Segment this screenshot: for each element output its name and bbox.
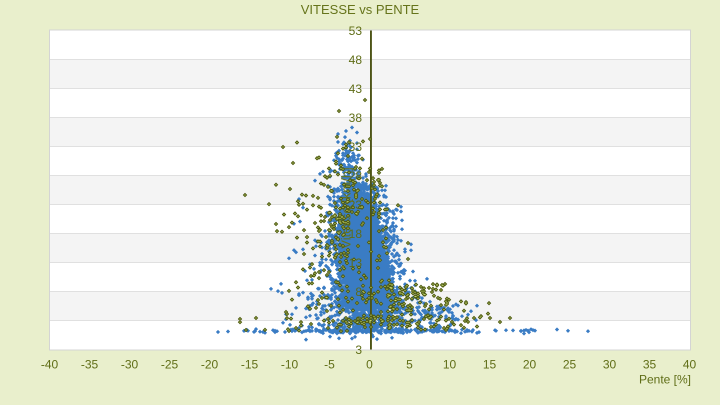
svg-text:-15: -15 bbox=[241, 358, 259, 372]
svg-text:-30: -30 bbox=[121, 358, 139, 372]
svg-text:35: 35 bbox=[643, 358, 657, 372]
svg-text:33: 33 bbox=[349, 140, 363, 154]
svg-text:53: 53 bbox=[349, 24, 363, 38]
svg-text:40: 40 bbox=[683, 358, 697, 372]
svg-text:VITESSE vs PENTE: VITESSE vs PENTE bbox=[301, 2, 420, 17]
svg-text:30: 30 bbox=[603, 358, 617, 372]
svg-text:5: 5 bbox=[406, 358, 413, 372]
svg-text:-20: -20 bbox=[201, 358, 219, 372]
svg-text:0: 0 bbox=[366, 358, 373, 372]
svg-text:25: 25 bbox=[563, 358, 577, 372]
svg-text:Pente [%]: Pente [%] bbox=[639, 373, 691, 387]
svg-text:-35: -35 bbox=[81, 358, 99, 372]
svg-text:8: 8 bbox=[355, 285, 362, 299]
svg-text:18: 18 bbox=[349, 227, 363, 241]
svg-text:-25: -25 bbox=[161, 358, 179, 372]
svg-text:-5: -5 bbox=[324, 358, 335, 372]
svg-text:38: 38 bbox=[349, 111, 363, 125]
svg-text:20: 20 bbox=[523, 358, 537, 372]
svg-text:-40: -40 bbox=[41, 358, 59, 372]
svg-text:3: 3 bbox=[355, 343, 362, 357]
svg-text:10: 10 bbox=[443, 358, 457, 372]
svg-text:-10: -10 bbox=[281, 358, 299, 372]
svg-text:43: 43 bbox=[349, 82, 363, 96]
svg-text:15: 15 bbox=[483, 358, 497, 372]
svg-text:48: 48 bbox=[349, 53, 363, 67]
